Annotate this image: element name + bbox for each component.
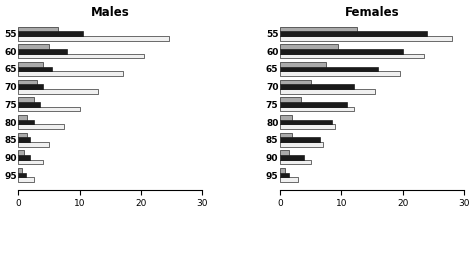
Bar: [18, 27, 58, 31]
Bar: [18, 142, 49, 147]
Bar: [18, 62, 43, 67]
Bar: [280, 168, 285, 173]
Bar: [280, 80, 310, 84]
Bar: [18, 107, 80, 111]
Bar: [18, 67, 52, 71]
Bar: [18, 36, 169, 41]
Bar: [280, 173, 289, 177]
Bar: [280, 133, 292, 137]
Bar: [18, 177, 34, 182]
Bar: [18, 137, 30, 142]
Bar: [280, 115, 292, 120]
Bar: [18, 155, 30, 160]
Bar: [18, 168, 22, 173]
Bar: [280, 120, 332, 124]
Bar: [280, 67, 378, 71]
Bar: [18, 115, 27, 120]
Bar: [280, 27, 356, 31]
Bar: [280, 84, 354, 89]
Bar: [18, 133, 27, 137]
Bar: [280, 107, 354, 111]
Bar: [18, 44, 49, 49]
Bar: [280, 98, 301, 102]
Bar: [18, 71, 123, 76]
Bar: [280, 71, 400, 76]
Bar: [18, 84, 43, 89]
Bar: [18, 173, 26, 177]
Bar: [18, 31, 82, 36]
Bar: [280, 89, 375, 93]
Title: Males: Males: [91, 6, 130, 19]
Bar: [280, 62, 326, 67]
Bar: [280, 142, 323, 147]
Bar: [280, 36, 452, 41]
Bar: [18, 124, 64, 129]
Bar: [280, 155, 304, 160]
Bar: [280, 160, 310, 164]
Bar: [280, 44, 338, 49]
Bar: [18, 89, 98, 93]
Bar: [18, 160, 43, 164]
Bar: [18, 102, 40, 107]
Bar: [18, 54, 144, 58]
Bar: [280, 137, 320, 142]
Bar: [18, 80, 36, 84]
Bar: [18, 120, 34, 124]
Bar: [280, 102, 347, 107]
Bar: [280, 124, 335, 129]
Bar: [280, 150, 289, 155]
Bar: [280, 177, 298, 182]
Title: Females: Females: [345, 6, 399, 19]
Bar: [280, 54, 424, 58]
Bar: [280, 31, 427, 36]
Bar: [18, 150, 24, 155]
Bar: [280, 49, 403, 54]
Bar: [18, 49, 67, 54]
Bar: [18, 98, 34, 102]
